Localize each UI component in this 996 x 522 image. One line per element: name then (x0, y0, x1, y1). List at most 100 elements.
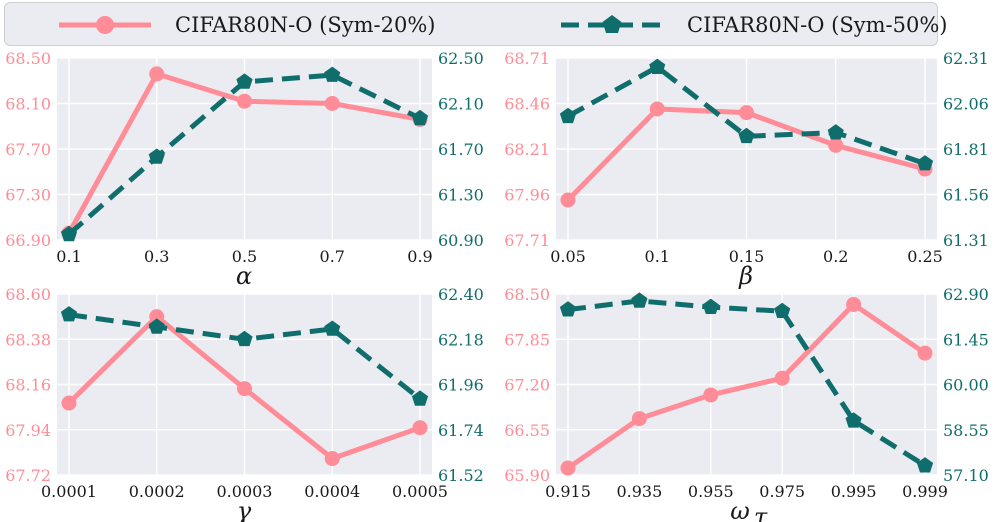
panel-4-x-tick: 0.955 (688, 482, 734, 501)
panel-3-x-tick: 0.0001 (41, 482, 97, 501)
panel-4-series-2-line (567, 298, 927, 468)
panel-1-series-1-point (149, 66, 165, 82)
legend-label-sym20: CIFAR80N-O (Sym-20%) (175, 13, 436, 37)
panel-1-right-tick: 61.30 (438, 186, 484, 205)
panel-2-left-tick: 67.71 (504, 231, 550, 250)
panel-3-left-tick: 68.16 (5, 376, 51, 395)
panel-3-series-1-point (61, 395, 77, 411)
panel-1-left-tick: 68.10 (5, 95, 51, 114)
panel-3-series-1-point (324, 451, 340, 467)
panel-2-right-tick: 61.81 (943, 140, 989, 159)
panel-4-x-tick: 0.915 (545, 482, 591, 501)
panel-4-series-1-point (917, 345, 933, 361)
panel-3-left-tick: 67.72 (5, 466, 51, 485)
panel-3-right-tick: 61.74 (438, 421, 484, 440)
panel-1-left-tick: 67.70 (5, 140, 51, 159)
panel-2-series-2-point (649, 58, 666, 74)
legend: CIFAR80N-O (Sym-20%) CIFAR80N-O (Sym-50%… (4, 2, 948, 46)
legend-swatch-sym20 (59, 16, 151, 34)
panel-4-series-2-point (631, 292, 648, 308)
panel-1-left-tick: 67.30 (5, 186, 51, 205)
panel-3-series-2-point (60, 306, 78, 322)
panel-4-series-2-point (559, 301, 577, 317)
panel-4-series-2-point (916, 457, 934, 473)
panel-2-series-1-point (649, 101, 665, 117)
legend-label-sym50: CIFAR80N-O (Sym-50%) (687, 13, 948, 37)
panel-2-series-1-point (560, 192, 576, 208)
panel-1-x-label: α (236, 262, 252, 290)
panel-3-x-tick: 0.0004 (304, 482, 360, 501)
panel-2-x-tick: 0.2 (823, 247, 848, 266)
panel-4-x-label-subscript: τ (754, 503, 768, 522)
panel-2-right-tick: 61.31 (943, 231, 989, 250)
panel-4-left-tick: 67.85 (504, 330, 550, 349)
panel-4-left-tick: 65.90 (504, 466, 550, 485)
panel-1-right-tick: 60.90 (438, 231, 484, 250)
panel-4-left-tick: 67.20 (504, 376, 550, 395)
panel-4-left-tick: 66.55 (504, 421, 550, 440)
panel-4-x-tick: 0.975 (759, 482, 805, 501)
panel-4-x-label: ω (730, 497, 750, 522)
panel-2-left-tick: 67.96 (504, 186, 550, 205)
panel-1-x-tick: 0.1 (56, 247, 81, 266)
panel-1-x-tick: 0.7 (320, 247, 345, 266)
panel-4-series-2-point (845, 412, 862, 428)
panel-2-series-2-line (566, 64, 926, 166)
panel-2-series-2-point (559, 107, 577, 124)
panel-2-x-tick: 0.25 (907, 247, 943, 266)
panel-3-left-tick: 68.60 (5, 285, 51, 304)
legend-entry-sym50: CIFAR80N-O (Sym-50%) (559, 3, 948, 47)
panel-2-x-tick: 0.05 (550, 247, 586, 266)
panel-3-series-1-point (149, 309, 165, 325)
panel-4-series-2-point (702, 298, 719, 314)
panel-1-series-2-point (411, 109, 429, 126)
panel-3-series-2-point (148, 318, 165, 334)
panel-2-left-tick: 68.21 (504, 140, 550, 159)
panel-3-left-tick: 67.94 (5, 421, 51, 440)
panel-2-x-tick: 0.15 (729, 247, 765, 266)
panel-3-series-2-point (236, 330, 253, 347)
panel-4-right-tick: 57.10 (943, 466, 989, 485)
panel-4-series-1-point (703, 387, 719, 403)
panel-3-right-tick: 62.18 (438, 330, 484, 349)
panel-4-right-tick: 60.00 (943, 376, 989, 395)
panel-3-left-tick: 68.38 (5, 330, 51, 349)
panel-1-series-2-point (324, 66, 341, 82)
panel-4-x-tick: 0.995 (831, 482, 877, 501)
panel-2-x-tick: 0.1 (645, 247, 670, 266)
panel-1-left-tick: 66.90 (5, 231, 51, 250)
panel-4-x-tick: 0.935 (616, 482, 662, 501)
panel-1-series-2-point (60, 225, 78, 242)
panel-3-right-tick: 62.40 (438, 285, 484, 304)
panel-3-x-tick: 0.0005 (392, 482, 448, 501)
panel-2-right-tick: 61.56 (943, 186, 989, 205)
panel-1-series-2-point (236, 73, 253, 89)
panel-3-series-2-point (411, 390, 429, 406)
panel-2-right-tick: 62.06 (943, 95, 989, 114)
panel-3-x-tick: 0.0003 (217, 482, 273, 501)
panel-2-x-label: β (738, 262, 753, 290)
panel-1-x-tick: 0.3 (144, 247, 169, 266)
panel-3-series-1-point (237, 381, 252, 397)
panel-2-series-1-point (828, 137, 844, 153)
panel-2-series-2-point (827, 124, 844, 140)
panel-2-series-2-point (738, 127, 755, 144)
panel-2-series-2-point (916, 155, 934, 171)
panel-1-x-tick: 0.5 (232, 247, 257, 266)
panel-4-series-1-point (560, 460, 576, 476)
panel-3-right-tick: 61.52 (438, 466, 484, 485)
panel-4-right-tick: 58.55 (943, 421, 989, 440)
panel-1-right-tick: 62.50 (438, 49, 484, 68)
panel-3-series-2-point (324, 320, 341, 336)
panel-3-x-tick: 0.0002 (129, 482, 185, 501)
panel-3-series-1-point (412, 420, 428, 436)
panel-2-right-tick: 62.31 (943, 49, 989, 68)
legend-swatch-sym50 (561, 15, 663, 33)
panel-2-left-tick: 68.46 (504, 95, 550, 114)
panel-4-right-tick: 62.90 (943, 285, 989, 304)
panel-4-series-2-point (774, 302, 791, 318)
panel-1-x-tick: 0.9 (407, 247, 432, 266)
panel-2-left-tick: 68.71 (504, 49, 550, 68)
panel-4-series-1-point (774, 370, 790, 386)
